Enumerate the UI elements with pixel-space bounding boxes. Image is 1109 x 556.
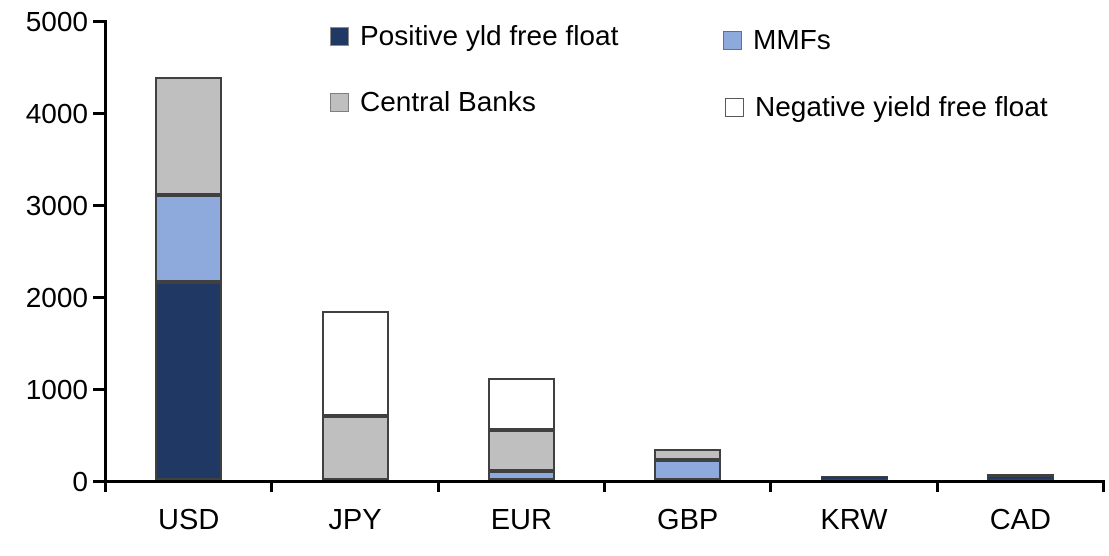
y-axis-line — [104, 20, 107, 484]
x-tick — [436, 480, 440, 492]
y-axis-tick-label: 3000 — [25, 189, 88, 221]
legend-item-positive-yld-free-float: Positive yld free float — [330, 21, 618, 51]
x-tick — [104, 480, 107, 492]
y-tick-5000 — [93, 20, 105, 24]
y-tick-0 — [93, 480, 105, 484]
legend-swatch-negative-yield-free-float — [725, 97, 744, 117]
legend-item-mmfs: MMFs — [723, 25, 831, 55]
x-axis-category-label-CAD: CAD — [989, 504, 1051, 536]
x-axis-category-label-GBP: GBP — [657, 504, 719, 536]
bar-segment-KRW-positive-yld-free-float — [820, 476, 888, 481]
bar-segment-JPY-central-banks — [321, 415, 389, 481]
x-tick — [769, 480, 773, 492]
x-axis-category-label-USD: USD — [158, 504, 220, 536]
x-tick — [270, 480, 274, 492]
bar-segment-GBP-mmfs — [654, 459, 722, 481]
legend-label: Negative yield free float — [755, 91, 1048, 122]
y-tick-4000 — [93, 112, 105, 116]
y-axis-tick-label: 2000 — [25, 281, 88, 313]
bar-segment-GBP-central-banks — [654, 449, 722, 460]
bar-segment-USD-mmfs — [155, 195, 223, 283]
legend-swatch-positive-yld-free-float — [330, 26, 349, 46]
legend-swatch-mmfs — [723, 30, 742, 50]
bar-segment-USD-central-banks — [155, 77, 223, 195]
y-tick-2000 — [93, 296, 105, 300]
bar-segment-EUR-mmfs — [487, 471, 555, 481]
y-axis-tick-label: 1000 — [25, 373, 88, 405]
y-axis-tick-label: 0 — [72, 465, 88, 497]
bar-segment-JPY-negative-yield-free-float — [321, 310, 389, 416]
bar-segment-EUR-central-banks — [487, 430, 555, 471]
x-tick — [935, 480, 939, 492]
y-axis-tick-label: 5000 — [25, 5, 88, 37]
bar-segment-EUR-negative-yield-free-float — [487, 378, 555, 431]
bar-segment-USD-positive-yld-free-float — [155, 282, 223, 481]
y-tick-1000 — [93, 388, 105, 392]
x-tick — [603, 480, 606, 492]
legend-swatch-central-banks — [330, 92, 349, 112]
bar-segment-CAD-central-banks — [986, 473, 1054, 477]
x-tick — [1102, 480, 1105, 492]
bar-segment-CAD-positive-yld-free-float — [986, 476, 1054, 481]
legend-label: Central Banks — [360, 86, 536, 117]
x-axis-category-label-KRW: KRW — [820, 504, 888, 536]
y-tick-3000 — [93, 204, 105, 208]
legend-item-central-banks: Central Banks — [330, 87, 536, 117]
x-axis-category-label-JPY: JPY — [328, 504, 382, 536]
legend-label: MMFs — [753, 24, 831, 55]
y-axis-tick-label: 4000 — [25, 97, 88, 129]
x-axis-category-label-EUR: EUR — [490, 504, 552, 536]
legend-item-negative-yield-free-float: Negative yield free float — [725, 92, 1048, 122]
legend-label: Positive yld free float — [360, 20, 619, 51]
